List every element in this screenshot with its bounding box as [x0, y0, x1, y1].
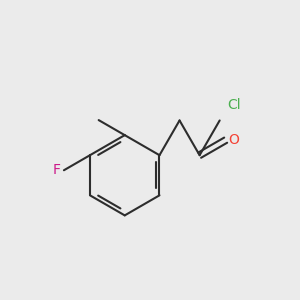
Text: F: F: [53, 163, 61, 177]
Text: Cl: Cl: [227, 98, 241, 112]
Text: O: O: [229, 133, 239, 147]
